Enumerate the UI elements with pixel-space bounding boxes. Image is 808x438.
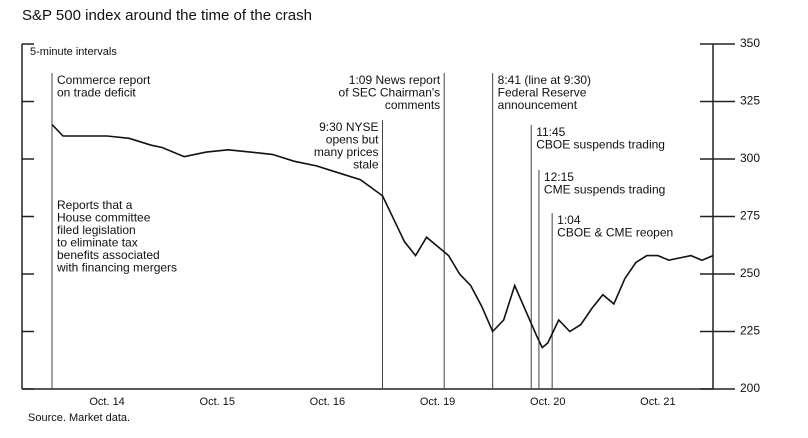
annotation-text: 8:41 (line at 9:30) <box>498 73 591 87</box>
line-series <box>51 123 714 349</box>
annotation-text: CBOE & CME reopen <box>557 226 673 240</box>
annotation-text: on trade deficit <box>57 86 136 100</box>
annotation-text: with financing mergers <box>56 261 177 275</box>
y-tick-label: 250 <box>740 266 760 280</box>
x-tick-label: Oct. 20 <box>530 396 565 408</box>
x-tick-label: Oct. 14 <box>89 396 124 408</box>
annotation-text: of SEC Chairman's <box>339 86 441 100</box>
annotation-text: announcement <box>498 98 578 112</box>
annotation-text: to eliminate tax <box>57 236 138 250</box>
annotation-text: 1:04 <box>557 213 581 227</box>
annotation-text: 1:09 News report <box>349 73 441 87</box>
subtitle: 5-minute intervals <box>30 46 117 58</box>
y-tick-label: 300 <box>740 151 760 165</box>
y-tick-label: 275 <box>740 209 760 223</box>
y-tick-label: 350 <box>740 36 760 50</box>
y-tick-label: 325 <box>740 94 760 108</box>
annotation-text: stale <box>353 158 379 172</box>
annotation-text: opens but <box>326 133 379 147</box>
annotation-text: Commerce report <box>57 73 151 87</box>
annotation-text: 12:15 <box>544 170 574 184</box>
x-tick-label: Oct. 15 <box>200 396 235 408</box>
x-tick-label: Oct. 19 <box>420 396 455 408</box>
annotation-text: 9:30 NYSE <box>319 120 378 134</box>
annotation-text: Reports that a <box>57 198 133 212</box>
annotation-text: House committee <box>57 211 151 225</box>
annotation-text: CBOE suspends trading <box>536 138 665 152</box>
annotation-text: CME suspends trading <box>544 183 665 197</box>
annotation-text: filed legislation <box>57 223 136 237</box>
annotation-text: benefits associated <box>57 248 160 262</box>
annotation-text: comments <box>385 98 440 112</box>
y-tick-label: 200 <box>740 381 760 395</box>
x-tick-label: Oct. 16 <box>310 396 345 408</box>
source: Source. Market data. <box>28 412 130 424</box>
annotation-text: 11:45 <box>536 125 565 139</box>
chart-title: S&P 500 index around the time of the cra… <box>22 7 312 24</box>
annotation-text: many prices <box>314 145 379 159</box>
y-tick-label: 225 <box>740 324 760 338</box>
x-tick-label: Oct. 21 <box>640 396 675 408</box>
annotation-text: Federal Reserve <box>498 86 587 100</box>
